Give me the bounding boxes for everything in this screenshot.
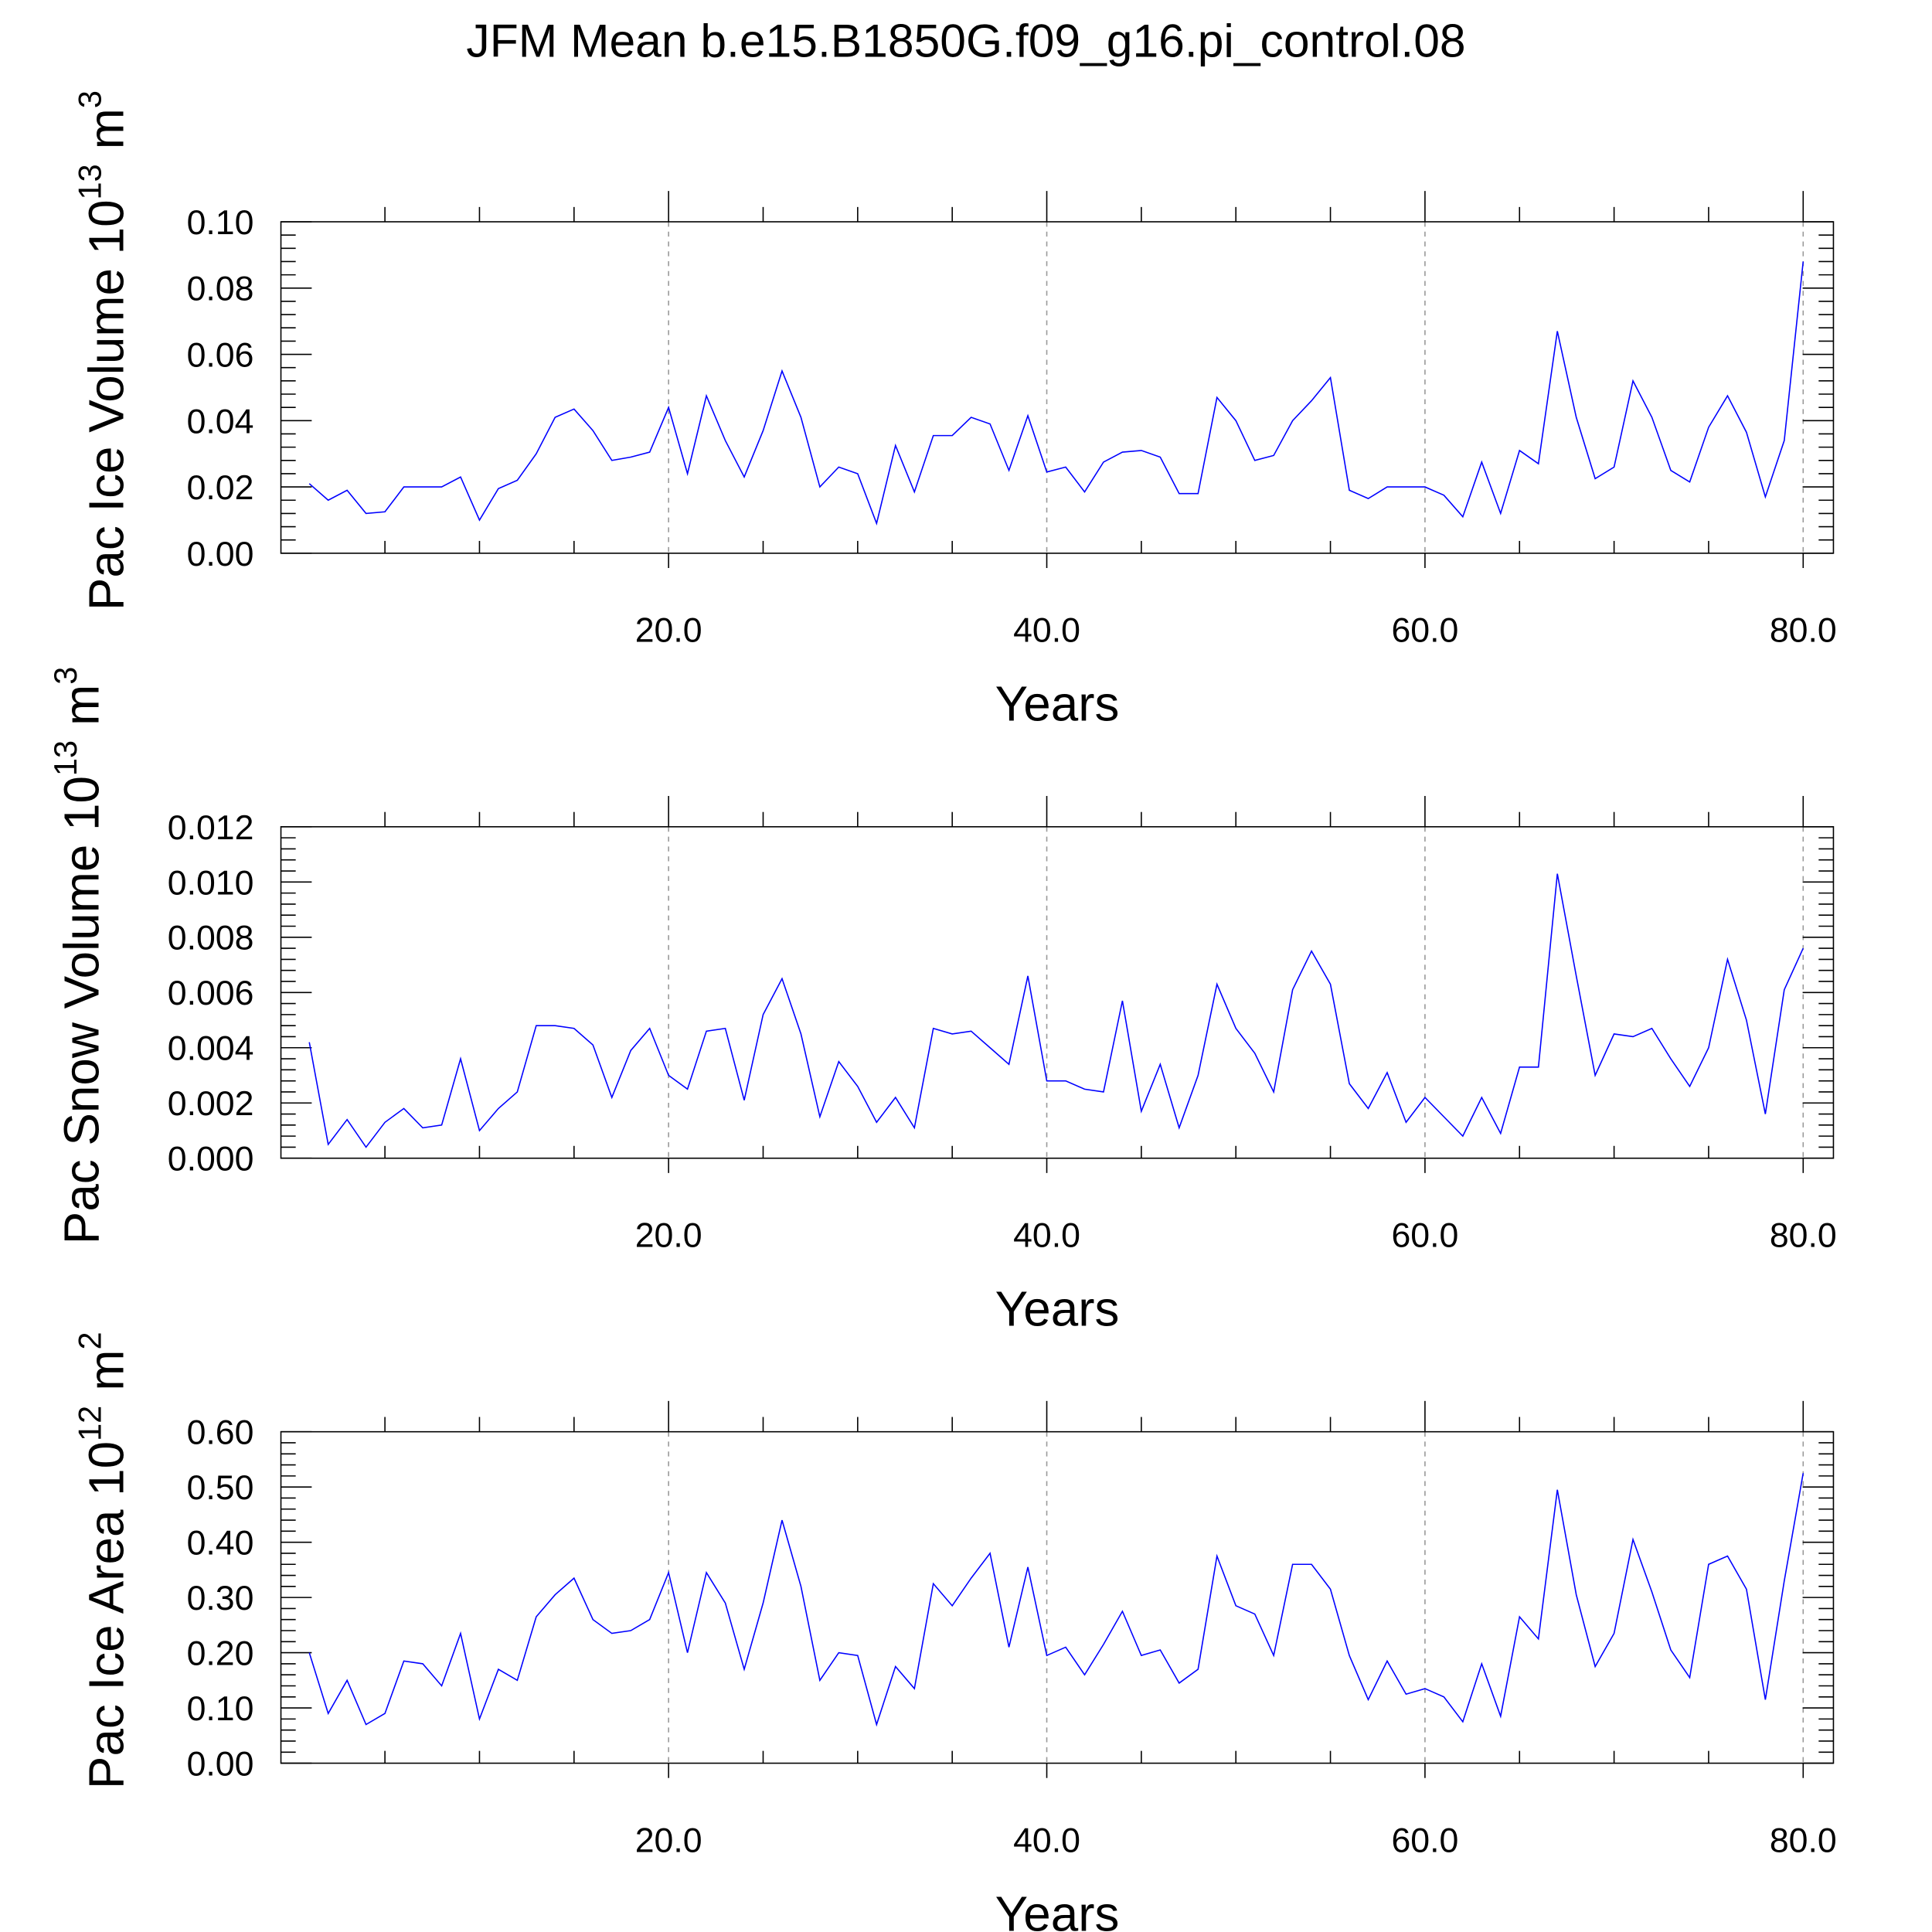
- x-axis-title: Years: [995, 676, 1120, 732]
- y-tick-label: 0.10: [187, 204, 254, 242]
- y-tick-label: 0.00: [187, 1746, 254, 1784]
- y-tick-label: 0.08: [187, 270, 254, 308]
- x-tick-label: 40.0: [1013, 612, 1080, 650]
- y-tick-label: 0.006: [168, 975, 254, 1012]
- y-axis-title-text: Pac Ice Volume 10: [78, 199, 134, 611]
- y-axis-title-unit-exp: 3: [47, 667, 83, 685]
- y-tick-label: 0.02: [187, 469, 254, 507]
- y-axis-title-unit-exp: 2: [72, 1332, 108, 1349]
- figure-title: JFM Mean b.e15.B1850G.f09_g16.pi_control…: [466, 14, 1465, 66]
- y-axis-title-exp: 12: [72, 1406, 108, 1441]
- x-tick-label: 60.0: [1391, 1821, 1458, 1859]
- x-tick-label: 20.0: [635, 612, 702, 650]
- x-tick-label: 80.0: [1770, 612, 1837, 650]
- y-tick-label: 0.40: [187, 1525, 254, 1563]
- y-tick-label: 0.20: [187, 1635, 254, 1673]
- y-axis-title-exp: 13: [47, 740, 83, 776]
- y-tick-label: 0.002: [168, 1085, 254, 1123]
- data-line: [308, 873, 1804, 1148]
- x-axis-title: Years: [995, 1886, 1120, 1932]
- x-tick-label: 80.0: [1770, 1821, 1837, 1859]
- x-tick-label: 20.0: [635, 1821, 702, 1859]
- y-tick-label: 0.010: [168, 864, 254, 902]
- plot-frame: [280, 221, 1835, 554]
- y-tick-label: 0.30: [187, 1580, 254, 1617]
- plot-frame: [280, 1430, 1835, 1764]
- y-tick-label: 0.06: [187, 336, 254, 374]
- x-tick-label: 60.0: [1391, 1217, 1458, 1255]
- y-axis-title-unit: m: [54, 685, 110, 726]
- y-axis-title-text: Pac Snow Volume 10: [54, 776, 110, 1244]
- y-axis-title-text: Pac Ice Area 10: [78, 1441, 134, 1789]
- y-tick-label: 0.008: [168, 920, 254, 957]
- data-line: [308, 261, 1804, 526]
- plot-frame: [280, 826, 1835, 1159]
- x-axis-title: Years: [995, 1281, 1120, 1337]
- x-tick-label: 40.0: [1013, 1217, 1080, 1255]
- y-tick-label: 0.04: [187, 403, 254, 440]
- x-tick-label: 20.0: [635, 1217, 702, 1255]
- y-axis-title: Pac Ice Area 1012 m2: [72, 1332, 134, 1789]
- y-axis-title: Pac Ice Volume 1013 m3: [72, 90, 134, 611]
- y-tick-label: 0.004: [168, 1030, 254, 1068]
- y-tick-label: 0.000: [168, 1141, 254, 1179]
- y-tick-label: 0.50: [187, 1469, 254, 1507]
- x-tick-label: 60.0: [1391, 612, 1458, 650]
- data-line: [308, 1473, 1804, 1727]
- y-axis-title-unit-exp: 3: [72, 90, 108, 108]
- y-axis-title-exp: 13: [72, 164, 108, 199]
- y-tick-label: 0.10: [187, 1690, 254, 1728]
- y-axis-title: Pac Snow Volume 1013 m3: [47, 667, 110, 1245]
- x-tick-label: 40.0: [1013, 1821, 1080, 1859]
- x-tick-label: 80.0: [1770, 1217, 1837, 1255]
- y-tick-label: 0.60: [187, 1414, 254, 1452]
- y-axis-title-unit: m: [78, 1350, 134, 1391]
- y-tick-label: 0.012: [168, 809, 254, 847]
- y-tick-label: 0.00: [187, 536, 254, 573]
- y-axis-title-unit: m: [78, 108, 134, 149]
